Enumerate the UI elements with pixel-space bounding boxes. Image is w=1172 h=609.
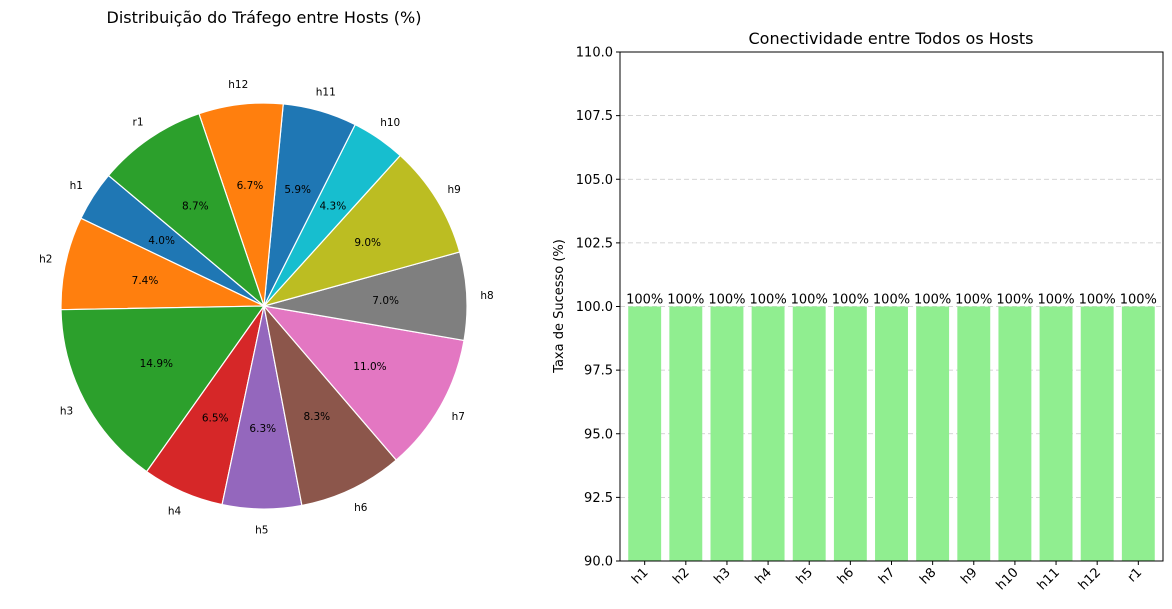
- pie-label-h10: h10: [380, 117, 400, 129]
- pie-slice-h3: [60, 305, 265, 473]
- bar-h10: [998, 306, 1032, 561]
- bar-value-label-h2: 100%: [667, 293, 704, 308]
- pie-chart-title: Distribuição do Tráfego entre Hosts (%): [107, 8, 422, 27]
- pie-percentage-h9: 9.0%: [354, 237, 381, 249]
- bar-value-label-h5: 100%: [791, 293, 828, 308]
- bar-value-label-h12: 100%: [1079, 293, 1116, 308]
- pie-label-h11: h11: [316, 86, 336, 98]
- bar-value-label-h10: 100%: [996, 293, 1033, 308]
- y-tick-label-110.0: 110.0: [576, 46, 613, 61]
- y-tick-label-107.5: 107.5: [576, 109, 613, 124]
- bar-h12: [1080, 306, 1114, 561]
- bar-h1: [628, 306, 662, 561]
- pie-slice-h7: [263, 305, 465, 461]
- bar-value-label-h6: 100%: [832, 293, 869, 308]
- pie-percentage-h12: 6.7%: [237, 180, 264, 192]
- y-tick-label-90.0: 90.0: [584, 555, 613, 570]
- pie-slices: [60, 102, 468, 510]
- bar-value-label-h8: 100%: [914, 293, 951, 308]
- pie-percentage-h7: 11.0%: [353, 361, 386, 373]
- pie-slice-r1: [107, 113, 265, 307]
- bar-h7: [875, 306, 908, 561]
- pie-percentage-r1: 8.7%: [182, 200, 209, 212]
- bar-h11: [1039, 306, 1073, 561]
- bar-value-label-h9: 100%: [955, 293, 992, 308]
- pie-label-h9: h9: [447, 184, 460, 196]
- bar-value-label-h4: 100%: [750, 293, 787, 308]
- bar-h2: [669, 306, 703, 561]
- pie-label-h4: h4: [168, 506, 182, 518]
- bar-value-labels: 100% 100% 100% 100% 100% 100% 100% 100% 100% 100%…: [626, 293, 1157, 308]
- bar-chart-y-axis-label: Taxa de Sucesso (%): [552, 239, 567, 374]
- y-tick-label-100.0: 100.0: [576, 300, 613, 315]
- pie-label-h12: h12: [228, 79, 248, 91]
- pie-label-h3: h3: [60, 405, 73, 417]
- pie-label-r1: r1: [133, 117, 144, 129]
- bar-value-label-r1: 100%: [1120, 293, 1157, 308]
- pie-label-h7: h7: [452, 411, 465, 423]
- pie-percentage-h2: 7.4%: [132, 275, 159, 287]
- pie-label-h2: h2: [39, 254, 52, 266]
- pie-slice-h6: [263, 305, 397, 507]
- pie-percentage-h4: 6.5%: [202, 413, 229, 425]
- y-tick-label-92.5: 92.5: [584, 491, 613, 506]
- bar-chart: Conectividade entre Todos os Hosts 100% 1…: [552, 29, 1164, 593]
- pie-label-h6: h6: [354, 502, 368, 514]
- pie-percentage-h11: 5.9%: [284, 184, 311, 196]
- pie-percentage-h3: 14.9%: [140, 358, 173, 370]
- bar-h6: [833, 306, 867, 561]
- pie-label-h1: h1: [70, 180, 83, 192]
- y-tick-label-105.0: 105.0: [576, 173, 613, 188]
- bar-h4: [751, 306, 785, 561]
- bar-h8: [916, 306, 950, 561]
- y-tick-label-97.5: 97.5: [584, 364, 613, 379]
- bar-value-label-h11: 100%: [1037, 293, 1074, 308]
- pie-outer-labels: h1 h2 h3 h4 h5 h6 h7 h8 h9 h10 h11 h12 r1: [39, 79, 494, 536]
- pie-slice-h9: [263, 154, 461, 307]
- pie-percentage-labels: 4.0% 7.4% 14.9% 6.5% 6.3% 8.3% 11.0% 7.0% 9.0% 4.…: [132, 180, 399, 435]
- pie-label-h8: h8: [480, 290, 493, 302]
- pie-chart: Distribuição do Tráfego entre Hosts (%) …: [39, 8, 494, 536]
- pie-percentage-h5: 6.3%: [249, 423, 276, 435]
- bar-chart-bars: [628, 306, 1155, 561]
- bar-chart-y-ticks: 90.0 92.5 95.0 97.5 100.0 102.5 105.0 107.5 110.…: [576, 46, 620, 570]
- y-tick-label-95.0: 95.0: [584, 427, 613, 442]
- bar-value-label-h3: 100%: [708, 293, 745, 308]
- bar-h5: [792, 306, 826, 561]
- bar-h3: [710, 306, 744, 561]
- pie-percentage-h1: 4.0%: [148, 235, 175, 247]
- pie-label-h5: h5: [255, 524, 268, 536]
- bar-value-label-h1: 100%: [626, 293, 663, 308]
- bar-r1: [1121, 306, 1155, 561]
- bar-h9: [957, 306, 991, 561]
- pie-percentage-h10: 4.3%: [320, 201, 347, 213]
- bar-value-label-h7: 100%: [873, 293, 910, 308]
- pie-percentage-h8: 7.0%: [372, 295, 399, 307]
- bar-chart-title: Conectividade entre Todos os Hosts: [748, 29, 1033, 48]
- pie-percentage-h6: 8.3%: [303, 411, 330, 423]
- y-tick-label-102.5: 102.5: [576, 236, 613, 251]
